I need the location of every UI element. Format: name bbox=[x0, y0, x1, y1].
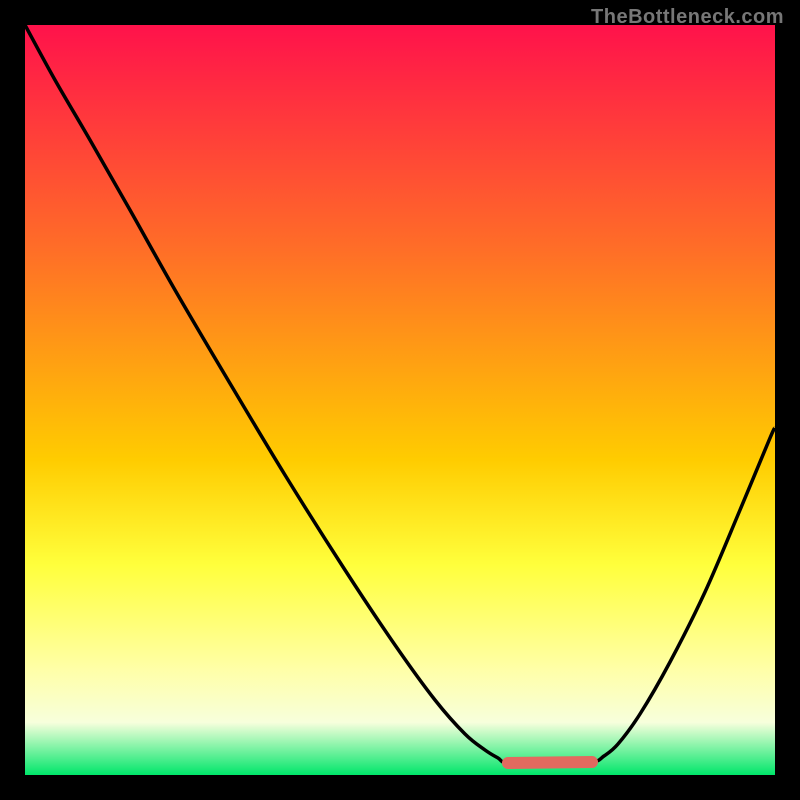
plot-background bbox=[25, 25, 775, 775]
chart-frame: TheBottleneck.com bbox=[0, 0, 800, 800]
watermark-text: TheBottleneck.com bbox=[591, 6, 784, 29]
bottleneck-chart bbox=[0, 0, 800, 800]
optimal-zone-marker bbox=[508, 762, 592, 763]
